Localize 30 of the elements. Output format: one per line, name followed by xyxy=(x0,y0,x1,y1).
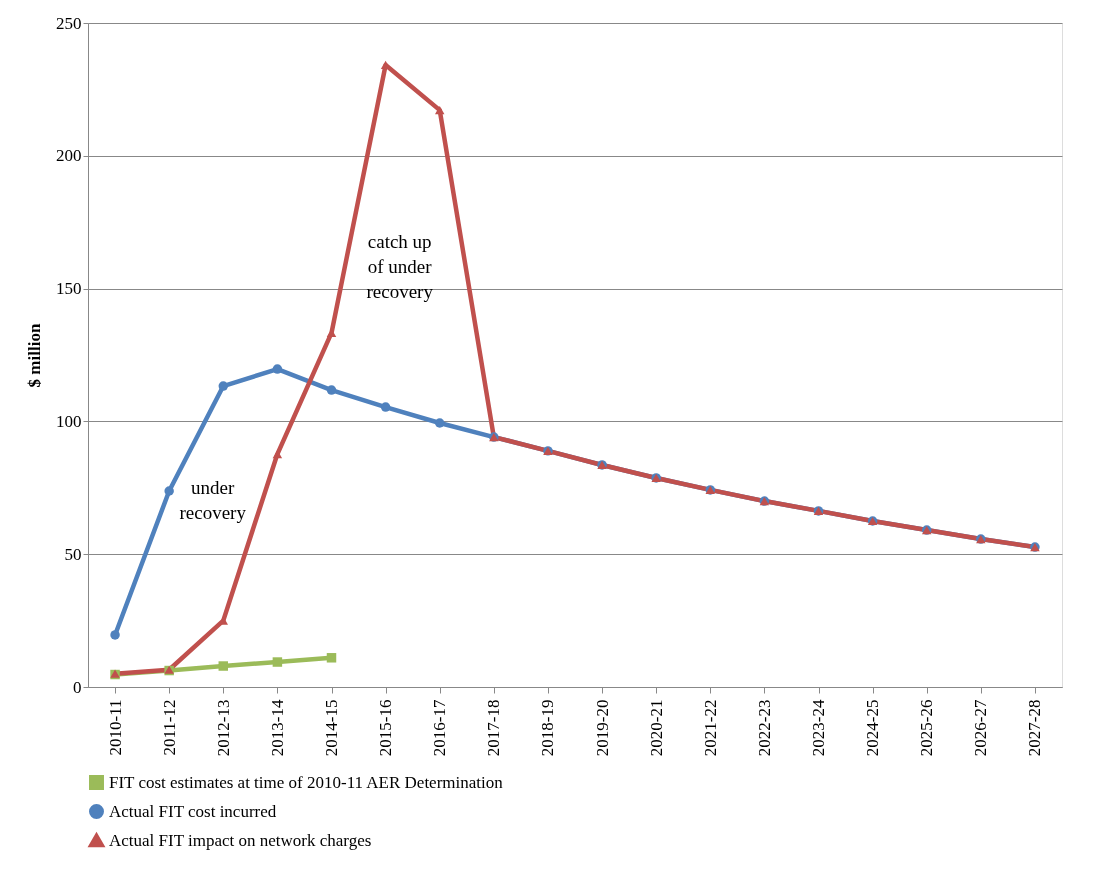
y-axis-title: $ million xyxy=(25,323,44,388)
y-tick-label: 200 xyxy=(56,146,82,166)
annotation: under recovery xyxy=(179,476,247,523)
x-tick-label: 2019-20 xyxy=(592,699,612,757)
x-tick-label: 2013-14 xyxy=(267,699,287,757)
legend-label: FIT cost estimates at time of 2010-11 AER Determination xyxy=(109,772,504,792)
x-tick-label: 2027-28 xyxy=(1025,699,1045,757)
x-tick-label: 2011-12 xyxy=(159,699,179,756)
x-tick-label: 2024-25 xyxy=(863,699,883,757)
x-tick-label: 2012-13 xyxy=(213,699,233,757)
x-tick-label: 2026-27 xyxy=(971,699,991,757)
x-tick-label: 2016-17 xyxy=(430,699,450,757)
x-tick-label: 2015-16 xyxy=(376,699,396,757)
y-tick-label: 100 xyxy=(56,411,82,431)
y-tick-label: 150 xyxy=(56,279,82,299)
y-tick-label: 50 xyxy=(64,544,82,564)
y-tick-label: 0 xyxy=(73,677,82,697)
x-tick-label: 2020-21 xyxy=(646,699,666,757)
x-tick-label: 2023-24 xyxy=(809,699,828,757)
x-tick-label: 2017-18 xyxy=(484,699,504,757)
x-tick-label: 2018-19 xyxy=(538,699,558,757)
legend-label: Actual FIT cost incurred xyxy=(109,801,277,821)
x-tick-label: 2025-26 xyxy=(917,699,937,757)
y-tick-label: 250 xyxy=(56,13,82,33)
legend-label: Actual FIT impact on network charges xyxy=(109,830,372,850)
x-tick-label: 2021-22 xyxy=(700,699,720,757)
x-tick-label: 2022-23 xyxy=(754,699,774,757)
annotation: catch up of under recovery xyxy=(366,231,434,303)
x-tick-label: 2010-11 xyxy=(105,699,125,756)
x-tick-label: 2014-15 xyxy=(322,699,341,757)
